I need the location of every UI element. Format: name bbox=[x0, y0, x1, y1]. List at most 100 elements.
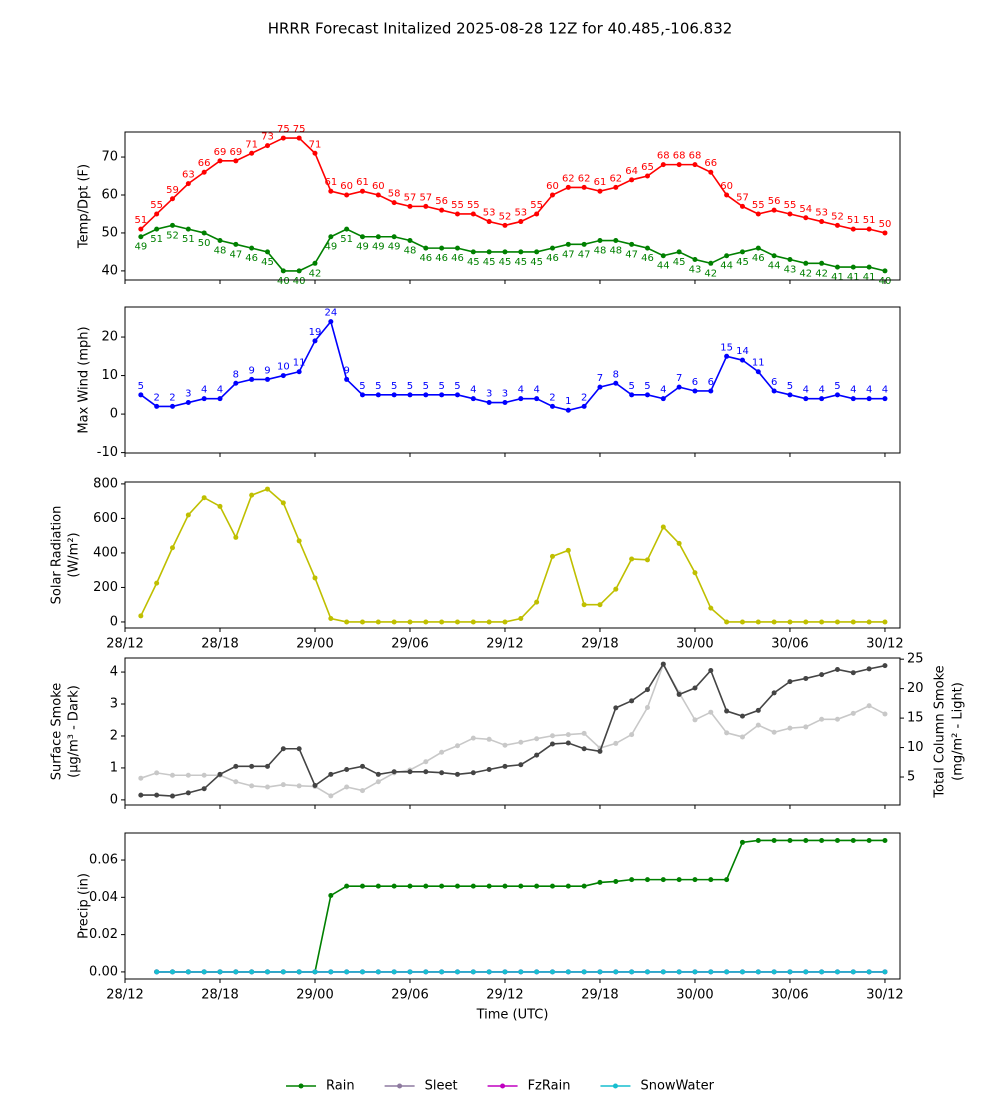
data-label: 24 bbox=[324, 308, 337, 319]
data-label: 41 bbox=[831, 272, 844, 283]
data-label: 14 bbox=[736, 346, 749, 357]
x-tick-label: 28/18 bbox=[201, 637, 238, 652]
data-label: 3 bbox=[185, 389, 191, 400]
point bbox=[613, 878, 619, 884]
data-label: 4 bbox=[533, 385, 539, 396]
point bbox=[739, 713, 745, 719]
data-label: 75 bbox=[277, 124, 290, 135]
point bbox=[312, 783, 318, 789]
point bbox=[866, 969, 872, 975]
data-label: 55 bbox=[150, 200, 163, 211]
point bbox=[454, 743, 460, 749]
point bbox=[771, 969, 777, 975]
point bbox=[359, 392, 365, 398]
point bbox=[629, 877, 635, 883]
data-label: 2 bbox=[581, 392, 587, 403]
point bbox=[676, 969, 682, 975]
point bbox=[565, 732, 571, 738]
data-label: 45 bbox=[673, 257, 686, 268]
point bbox=[692, 570, 698, 576]
point bbox=[201, 772, 207, 778]
point bbox=[565, 969, 571, 975]
point bbox=[597, 602, 603, 608]
data-label: 47 bbox=[229, 249, 242, 260]
point bbox=[328, 234, 334, 240]
point bbox=[423, 203, 429, 209]
point bbox=[644, 173, 650, 179]
point bbox=[692, 717, 698, 723]
point bbox=[613, 969, 619, 975]
data-label: 71 bbox=[309, 139, 322, 150]
data-label: 4 bbox=[882, 385, 888, 396]
point bbox=[470, 249, 476, 255]
point bbox=[850, 619, 856, 625]
point bbox=[787, 725, 793, 731]
point bbox=[629, 969, 635, 975]
point bbox=[629, 177, 635, 183]
point bbox=[249, 969, 255, 975]
point bbox=[771, 253, 777, 259]
point bbox=[249, 492, 255, 498]
y-tick-label: 40 bbox=[101, 263, 118, 278]
data-label: 6 bbox=[708, 377, 714, 388]
data-label: 11 bbox=[293, 358, 306, 369]
data-label: 46 bbox=[435, 253, 448, 264]
y-tick-label: 3 bbox=[110, 697, 118, 712]
point bbox=[439, 619, 445, 625]
point bbox=[138, 392, 144, 398]
data-label: 69 bbox=[214, 147, 227, 158]
data-label: 2 bbox=[169, 392, 175, 403]
point bbox=[359, 969, 365, 975]
data-label: 65 bbox=[641, 162, 654, 173]
point bbox=[771, 207, 777, 213]
data-label: 5 bbox=[644, 381, 650, 392]
y2-axis-label: (mg/m² - Light) bbox=[951, 682, 966, 781]
data-label: 46 bbox=[419, 253, 432, 264]
point bbox=[787, 392, 793, 398]
point bbox=[328, 188, 334, 194]
point bbox=[660, 162, 666, 168]
point bbox=[692, 877, 698, 883]
point bbox=[850, 837, 856, 843]
point bbox=[660, 877, 666, 883]
legend-label: Rain bbox=[326, 1079, 355, 1094]
point bbox=[502, 400, 508, 406]
point bbox=[344, 192, 350, 198]
data-label: 45 bbox=[261, 257, 274, 268]
point bbox=[344, 969, 350, 975]
legend-label: SnowWater bbox=[640, 1079, 714, 1094]
data-label: 45 bbox=[499, 257, 512, 268]
point bbox=[755, 707, 761, 713]
data-label: 48 bbox=[404, 246, 417, 257]
data-label: 19 bbox=[309, 327, 322, 338]
point bbox=[359, 188, 365, 194]
point bbox=[154, 792, 160, 798]
y-tick-label: 0 bbox=[110, 614, 118, 629]
point bbox=[644, 245, 650, 251]
y-axis-label: Temp/Dpt (F) bbox=[77, 164, 92, 249]
point bbox=[470, 619, 476, 625]
data-label: 60 bbox=[546, 181, 559, 192]
legend-marker bbox=[500, 1083, 506, 1089]
point bbox=[803, 969, 809, 975]
y-tick-label: 600 bbox=[93, 511, 118, 526]
data-label: 51 bbox=[150, 234, 163, 245]
point bbox=[375, 779, 381, 785]
point bbox=[581, 602, 587, 608]
data-label: 5 bbox=[407, 381, 413, 392]
point bbox=[850, 396, 856, 402]
point bbox=[613, 586, 619, 592]
point bbox=[264, 249, 270, 255]
x-tick-label: 28/12 bbox=[106, 988, 143, 1003]
point bbox=[486, 767, 492, 773]
point bbox=[328, 771, 334, 777]
point bbox=[629, 392, 635, 398]
data-label: 51 bbox=[340, 234, 353, 245]
point bbox=[581, 883, 587, 889]
point bbox=[233, 534, 239, 540]
data-label: 5 bbox=[138, 381, 144, 392]
point bbox=[423, 619, 429, 625]
point bbox=[850, 670, 856, 676]
